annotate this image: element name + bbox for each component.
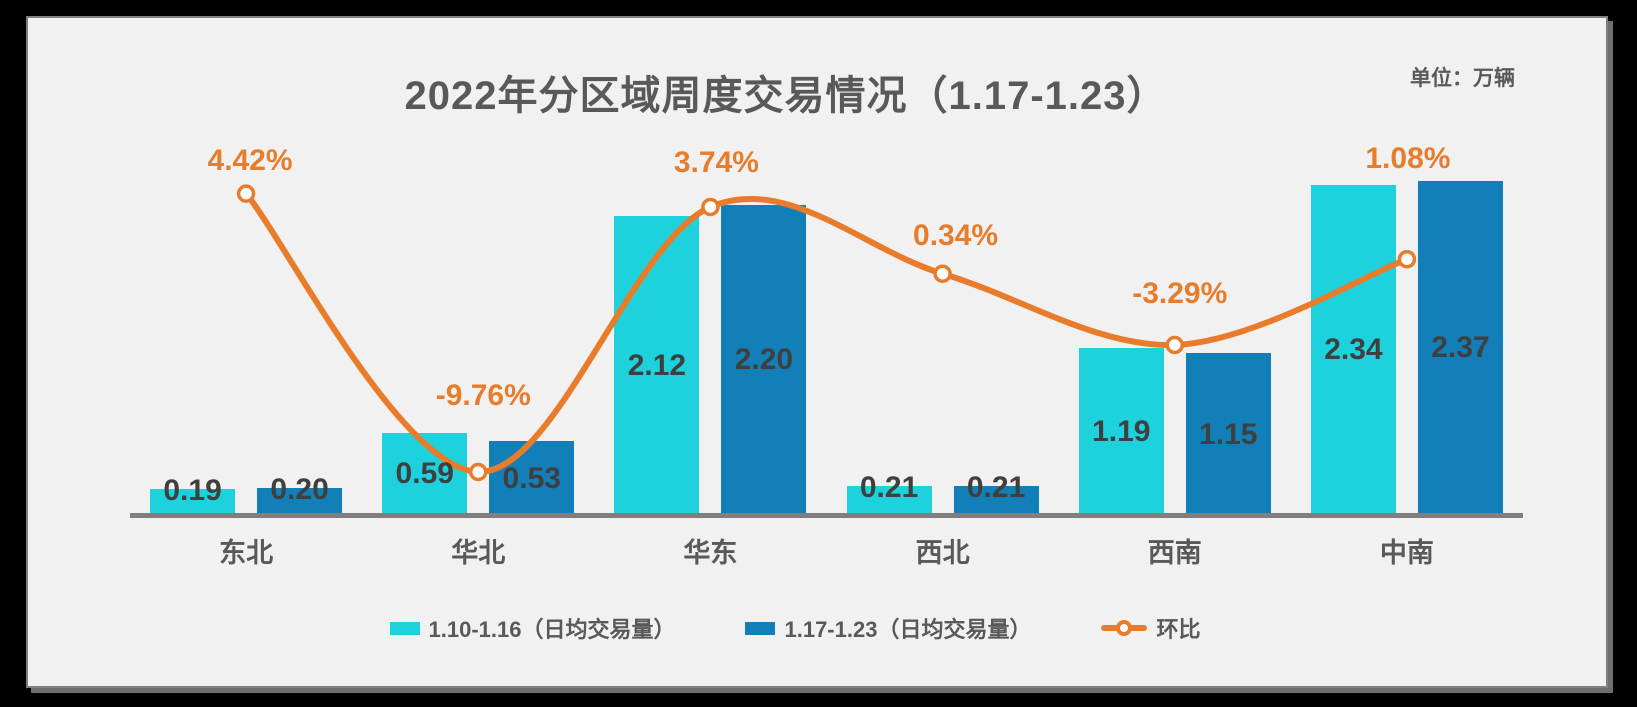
ratio-percent-label: 3.74%: [673, 145, 759, 179]
category-label: 中南: [1379, 538, 1434, 568]
category-label: 西北: [915, 538, 970, 568]
legend-label-week2: 1.17-1.23（日均交易量）: [784, 617, 1032, 642]
x-axis-line: [130, 513, 1523, 518]
unit-label: 单位：万辆: [1410, 67, 1515, 90]
chart-title: 2022年分区域周度交易情况（1.17-1.23）: [404, 74, 1168, 118]
chart-area: 2022年分区域周度交易情况（1.17-1.23） 单位：万辆 1.10-1.1…: [28, 18, 1606, 686]
bar-series2-cat4: [953, 486, 1039, 516]
ratio-line-marker: [236, 184, 256, 203]
legend-label-week1: 1.10-1.16（日均交易量）: [428, 617, 676, 642]
legend-item-week2: 1.17-1.23（日均交易量）: [745, 612, 1031, 644]
ratio-line-marker: [701, 197, 720, 217]
bar-series2-cat6: [1417, 180, 1503, 516]
bar-series1-cat4: [846, 486, 932, 516]
legend-item-ratio: 环比: [1101, 612, 1200, 644]
bar-value-label: 0.59: [395, 457, 454, 491]
bar-value-label: 2.34: [1324, 333, 1383, 367]
legend-line-marker-icon: [1101, 620, 1148, 636]
bar-value-label: 0.21: [966, 471, 1026, 505]
bar-value-label: 0.20: [270, 472, 329, 506]
category-label: 东北: [219, 538, 274, 568]
bar-value-label: 2.37: [1431, 331, 1490, 365]
bar-value-label: 0.53: [502, 461, 561, 495]
ratio-percent-label: -3.29%: [1132, 276, 1228, 310]
chart-panel: 2022年分区域周度交易情况（1.17-1.23） 单位：万辆 1.10-1.1…: [26, 16, 1608, 688]
ratio-percent-label: 1.08%: [1365, 142, 1451, 176]
legend-swatch-cyan: [389, 621, 420, 635]
ratio-line-marker: [1397, 249, 1417, 269]
legend-item-week1: 1.10-1.16（日均交易量）: [389, 612, 676, 644]
ratio-percent-label: -9.76%: [435, 378, 531, 412]
bar-value-label: 2.20: [734, 343, 794, 377]
legend: 1.10-1.16（日均交易量） 1.17-1.23（日均交易量） 环比: [28, 610, 1562, 646]
ratio-line-marker: [1165, 335, 1184, 355]
ratio-percent-label: 0.34%: [913, 218, 999, 252]
legend-swatch-blue: [745, 621, 776, 635]
category-label: 西南: [1147, 538, 1202, 568]
bar-value-label: 0.19: [163, 474, 222, 508]
bar-series1-cat1: [150, 489, 236, 516]
category-label: 华东: [683, 538, 738, 568]
bar-value-label: 1.15: [1199, 417, 1258, 451]
ratio-line-marker: [469, 462, 488, 482]
category-label: 华北: [451, 538, 506, 568]
bar-value-label: 2.12: [627, 349, 687, 382]
legend-label-ratio: 环比: [1156, 617, 1201, 642]
bar-series2-cat1: [257, 487, 343, 516]
bar-value-label: 0.21: [859, 471, 919, 505]
ratio-percent-label: 4.42%: [207, 143, 293, 177]
bar-value-label: 1.19: [1092, 414, 1151, 448]
ratio-line-marker: [933, 264, 952, 283]
